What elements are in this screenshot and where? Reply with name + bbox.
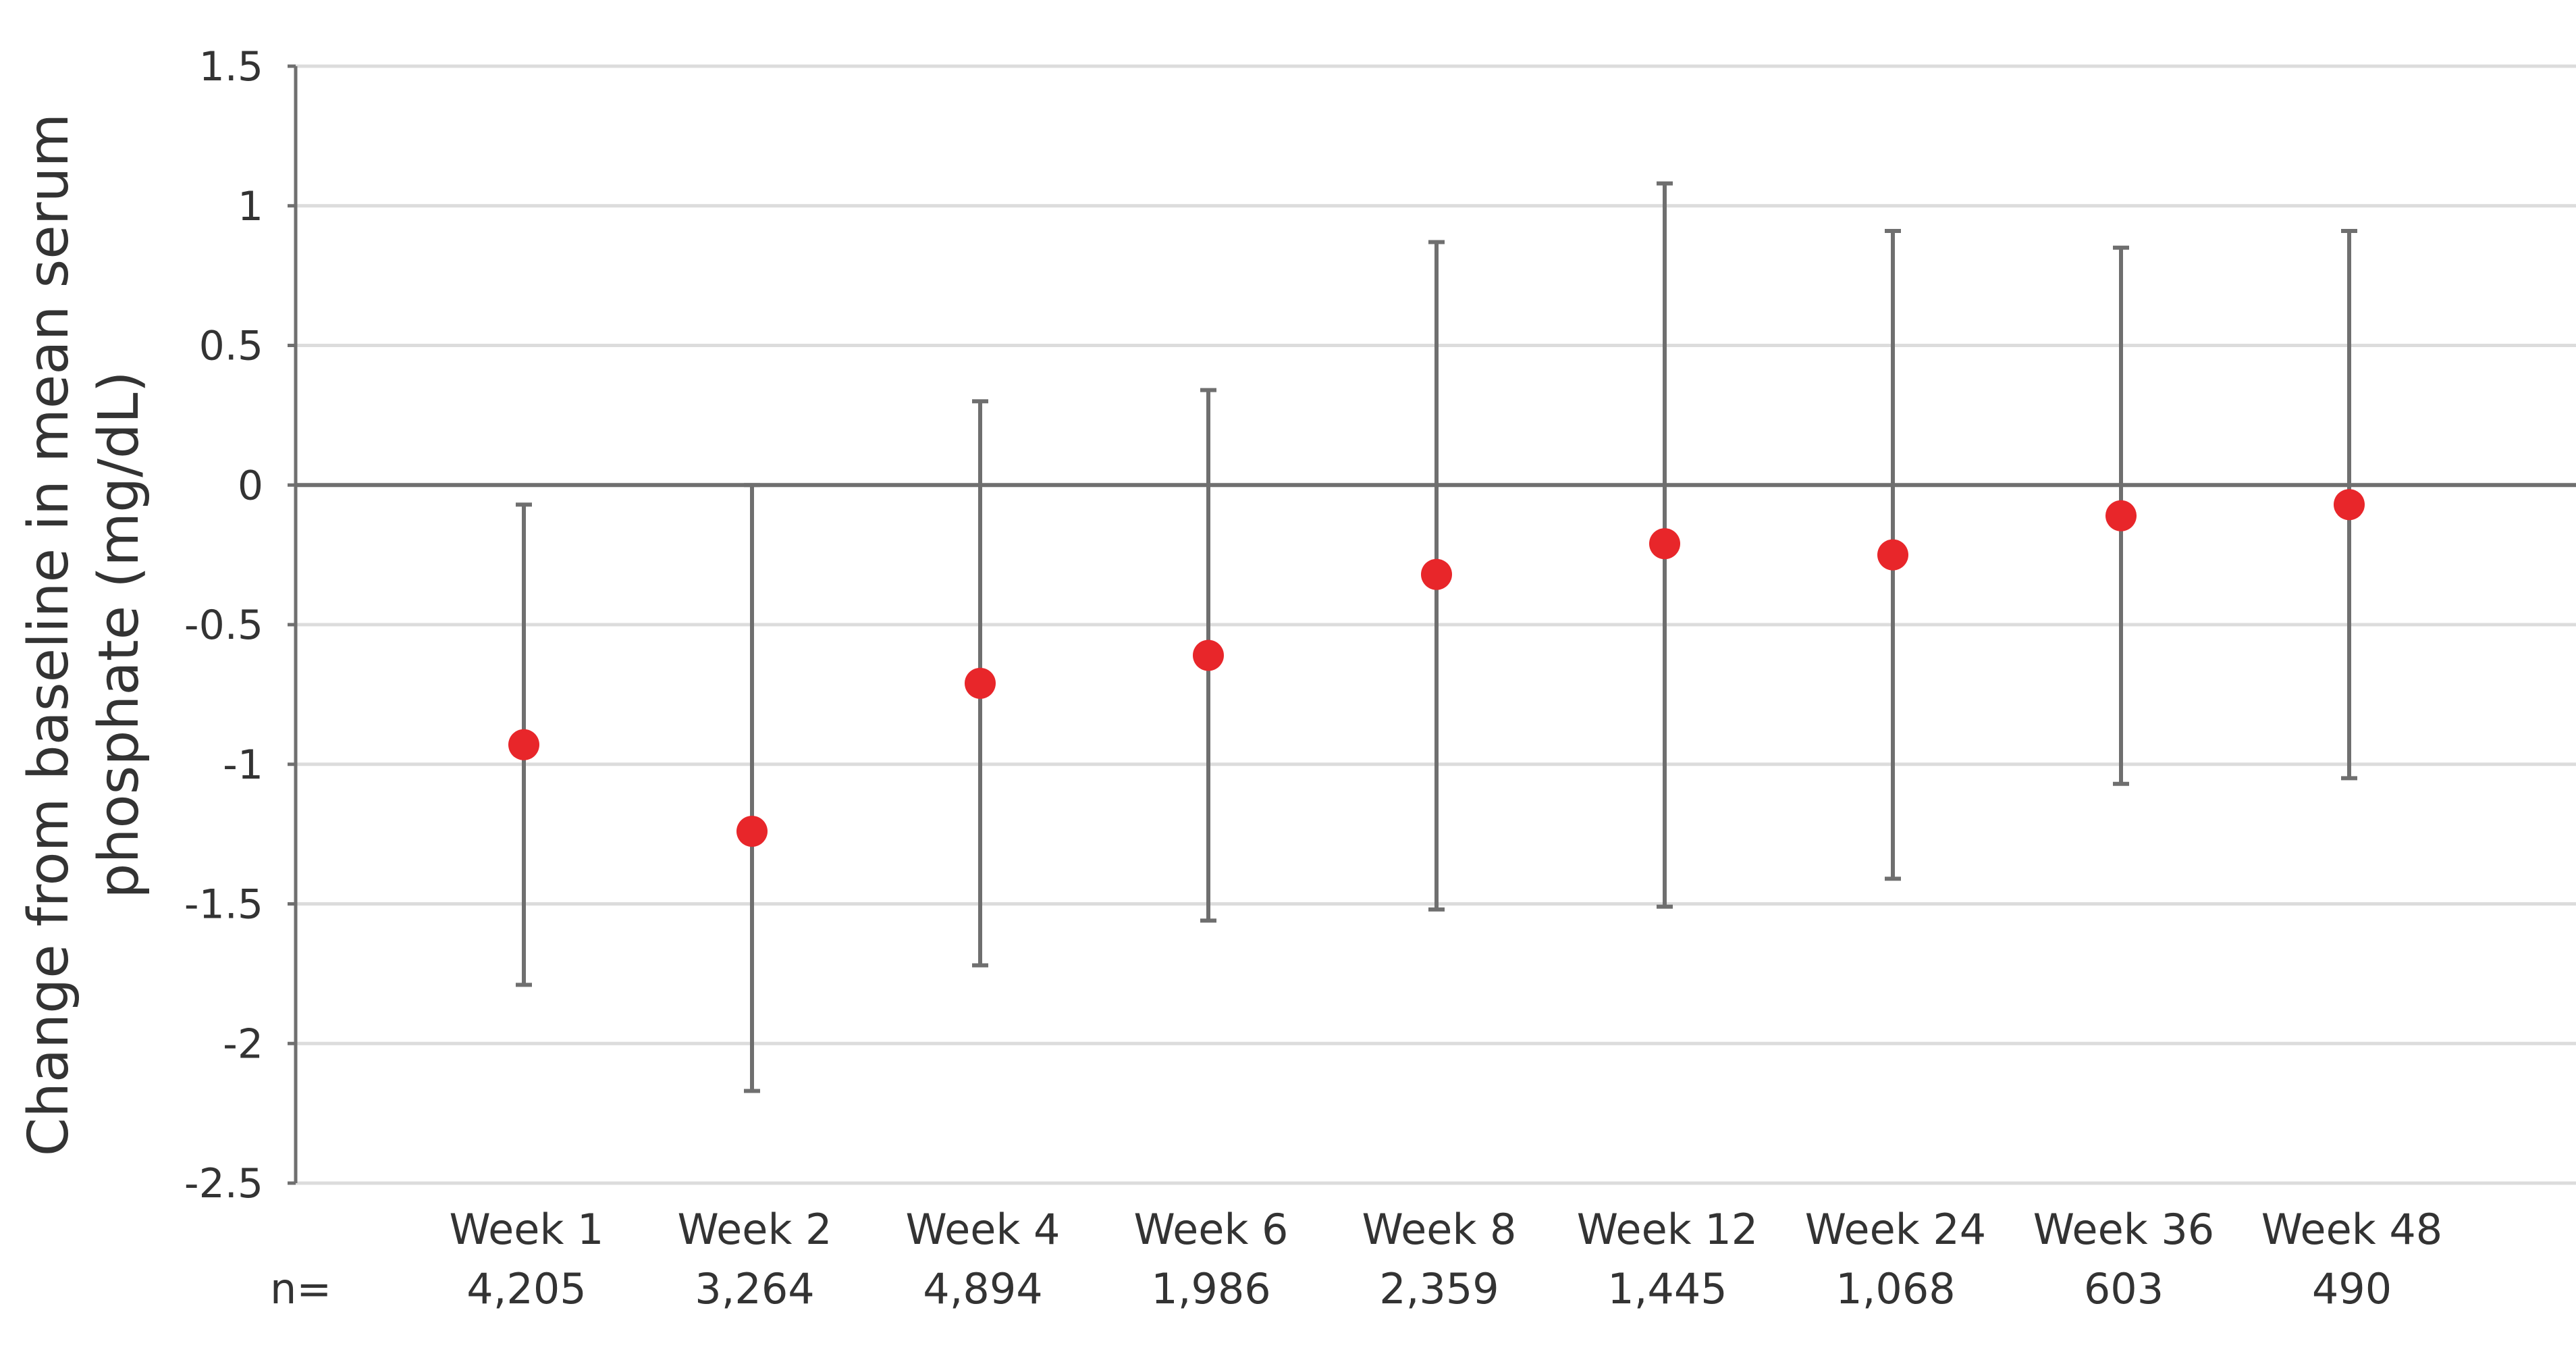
data-point <box>1421 558 1452 590</box>
y-tick-labels: 1.5 1 0.5 0 -0.5 -1 -1.5 -2 -2.5 <box>184 43 263 1207</box>
n-prefix-label: n= <box>270 1264 331 1313</box>
y-axis-title-line-1: Change from baseline in mean serum <box>17 113 81 1157</box>
y-tick-label: -2.5 <box>184 1160 263 1207</box>
y-axis-title: Change from baseline in mean serum phosph… <box>17 113 151 1157</box>
x-category-labels: Week 1 4,205 Week 2 3,264 Week 4 4,894 Week 6 1… <box>270 1205 2442 1313</box>
y-tick-label: -2 <box>223 1020 263 1068</box>
y-axis-title-group: Change from baseline in mean serum phosph… <box>17 113 151 1157</box>
n-value-label: 4,205 <box>466 1264 587 1313</box>
n-value-label: 1,986 <box>1151 1264 1271 1313</box>
n-value-label: 1,445 <box>1607 1264 1727 1313</box>
y-tick-label: 1.5 <box>199 43 263 90</box>
data-point <box>2105 500 2137 531</box>
x-category-label: Week 2 <box>677 1205 832 1254</box>
data-point <box>1649 528 1680 560</box>
x-category-label: Week 6 <box>1133 1205 1288 1254</box>
data-point <box>1877 539 1908 571</box>
n-value-label: 4,894 <box>923 1264 1043 1313</box>
data-point <box>2334 489 2365 521</box>
n-value-label: 603 <box>2084 1264 2164 1313</box>
x-category-label: Week 8 <box>1362 1205 1516 1254</box>
data-points <box>508 489 2365 847</box>
x-category-label: Week 1 <box>449 1205 603 1254</box>
y-tick-label: -1 <box>223 741 263 789</box>
x-category-label: Week 24 <box>1805 1205 1986 1254</box>
x-category-label: Week 12 <box>1577 1205 1758 1254</box>
y-axis-title-line-2: phosphate (mg/dL) <box>87 371 151 898</box>
error-bars <box>516 181 2357 1093</box>
y-tick-label: 0.5 <box>199 323 263 370</box>
data-point <box>965 667 996 699</box>
n-value-label: 1,068 <box>1835 1264 1956 1313</box>
n-value-label: 3,264 <box>695 1264 815 1313</box>
data-point <box>1193 640 1224 671</box>
y-tick-label: -0.5 <box>184 602 263 649</box>
y-tick-label: -1.5 <box>184 881 263 929</box>
n-value-label: 490 <box>2312 1264 2392 1313</box>
n-value-label: 2,359 <box>1379 1264 1499 1313</box>
y-tick-label: 1 <box>238 183 263 230</box>
y-tick-label: 0 <box>238 462 263 509</box>
x-category-label: Week 4 <box>905 1205 1060 1254</box>
x-category-label: Week 48 <box>2261 1205 2442 1254</box>
data-point <box>508 729 539 760</box>
data-point <box>736 815 768 847</box>
x-category-label: Week 36 <box>2033 1205 2214 1254</box>
